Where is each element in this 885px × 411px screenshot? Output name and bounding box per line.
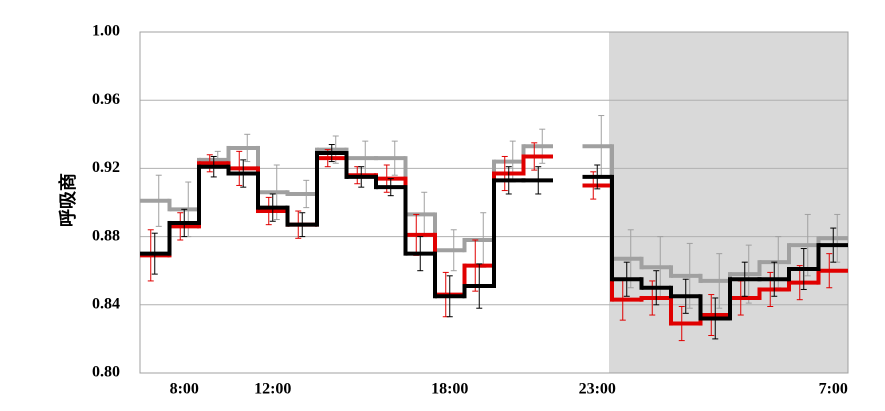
x-tick-label: 18:00 <box>431 381 468 398</box>
y-tick-label: 0.84 <box>92 295 120 312</box>
x-tick-label: 7:00 <box>819 381 848 398</box>
x-tick-label: 23:00 <box>579 381 616 398</box>
y-tick-label: 1.00 <box>92 23 120 40</box>
y-tick-label: 0.80 <box>92 364 120 381</box>
y-tick-label: 0.92 <box>92 159 120 176</box>
x-tick-label: 12:00 <box>254 381 291 398</box>
y-tick-label: 0.96 <box>92 91 120 108</box>
night-shading <box>609 32 848 373</box>
y-axis-label: 呼吸商 <box>57 173 78 227</box>
y-tick-label: 0.88 <box>92 227 120 244</box>
x-tick-label: 8:00 <box>170 381 199 398</box>
